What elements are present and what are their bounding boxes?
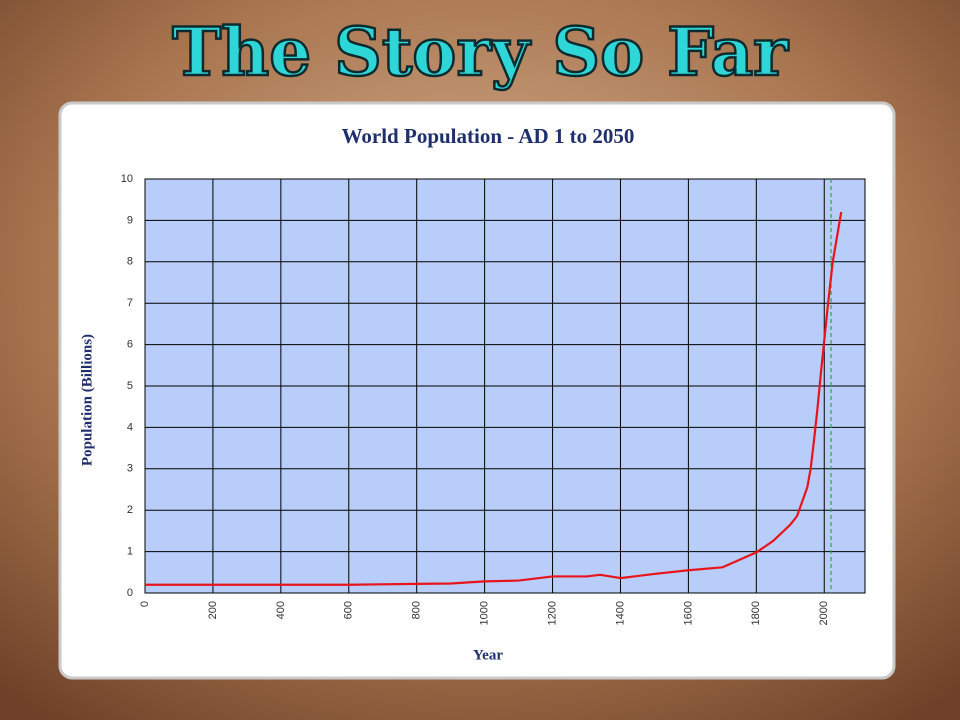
y-tick-label: 10 (121, 173, 133, 185)
y-tick-label: 8 (127, 256, 133, 268)
y-axis-label: Population (Billions) (79, 334, 95, 466)
y-tick-label: 4 (127, 421, 133, 433)
x-tick-label: 1000 (479, 601, 491, 625)
y-tick-label: 0 (127, 587, 133, 599)
y-tick-label: 7 (127, 297, 133, 309)
y-tick-label: 6 (127, 339, 133, 351)
y-tick-label: 3 (127, 463, 133, 475)
x-tick-label: 400 (275, 601, 287, 619)
x-tick-label: 800 (411, 601, 423, 619)
data-line (145, 211, 843, 586)
x-tick-label: 1200 (546, 601, 558, 625)
y-tick-label: 9 (127, 214, 133, 226)
x-tick-label: 2000 (818, 601, 830, 625)
x-tick-label: 1400 (614, 601, 626, 625)
x-tick-label: 0 (139, 601, 151, 607)
x-axis-label: Year (473, 647, 503, 663)
x-tick-label: 600 (343, 601, 355, 619)
chart-title: World Population - AD 1 to 2050 (342, 124, 635, 148)
x-tick-label: 1800 (750, 601, 762, 625)
x-tick-label: 200 (207, 601, 219, 619)
y-tick-label: 1 (127, 546, 133, 558)
y-tick-label: 2 (127, 504, 133, 516)
slide-title: The Story So Far (172, 13, 789, 91)
y-tick-label: 5 (127, 380, 133, 392)
x-tick-label: 1600 (682, 601, 694, 625)
